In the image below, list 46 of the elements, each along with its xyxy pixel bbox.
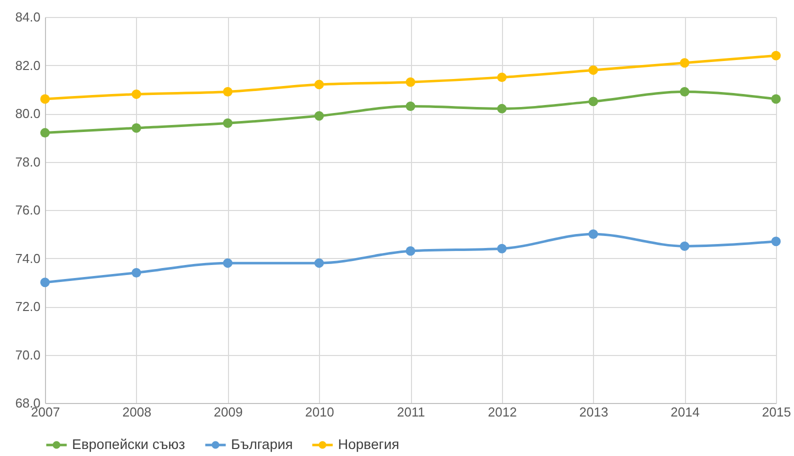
point (314, 111, 324, 121)
y-tick-label: 82.0 (15, 58, 40, 73)
point (771, 94, 781, 104)
y-tick-label: 78.0 (15, 154, 40, 170)
x-tick-label: 2014 (670, 404, 700, 420)
point (40, 278, 50, 288)
point (132, 123, 142, 133)
point (223, 87, 232, 97)
point (406, 77, 416, 87)
point (314, 258, 324, 268)
legend-label: Европейски съюз (72, 436, 186, 452)
y-tick-label: 74.0 (15, 250, 40, 266)
point (132, 89, 142, 99)
point (680, 241, 690, 251)
y-tick-label: 84.0 (15, 10, 40, 24)
point (314, 80, 324, 90)
legend-label: Норвегия (338, 436, 400, 452)
point (132, 268, 142, 278)
legend-label: България (231, 436, 293, 452)
point (497, 72, 507, 82)
point (588, 65, 598, 75)
point (680, 58, 690, 68)
point (680, 87, 690, 97)
x-tick-label: 2011 (397, 404, 425, 420)
point (406, 246, 416, 256)
x-tick-label: 2013 (579, 404, 608, 420)
point (497, 244, 507, 254)
x-tick-label: 2010 (305, 404, 334, 420)
point (223, 258, 232, 268)
point (406, 102, 416, 111)
x-tick-label: 2012 (488, 404, 517, 420)
point (40, 128, 50, 138)
x-tick-label: 2008 (122, 404, 152, 420)
x-tick-label: 2009 (214, 404, 243, 420)
y-tick-label: 80.0 (15, 106, 40, 121)
point (223, 118, 232, 128)
point (588, 229, 598, 239)
y-tick-label: 72.0 (15, 299, 40, 314)
x-tick-label: 2015 (762, 404, 791, 420)
y-tick-label: 76.0 (15, 202, 40, 218)
y-tick-label: 70.0 (15, 347, 40, 362)
point (771, 236, 781, 246)
point (771, 50, 781, 60)
point (40, 94, 50, 104)
point (497, 104, 507, 114)
point (588, 96, 598, 106)
